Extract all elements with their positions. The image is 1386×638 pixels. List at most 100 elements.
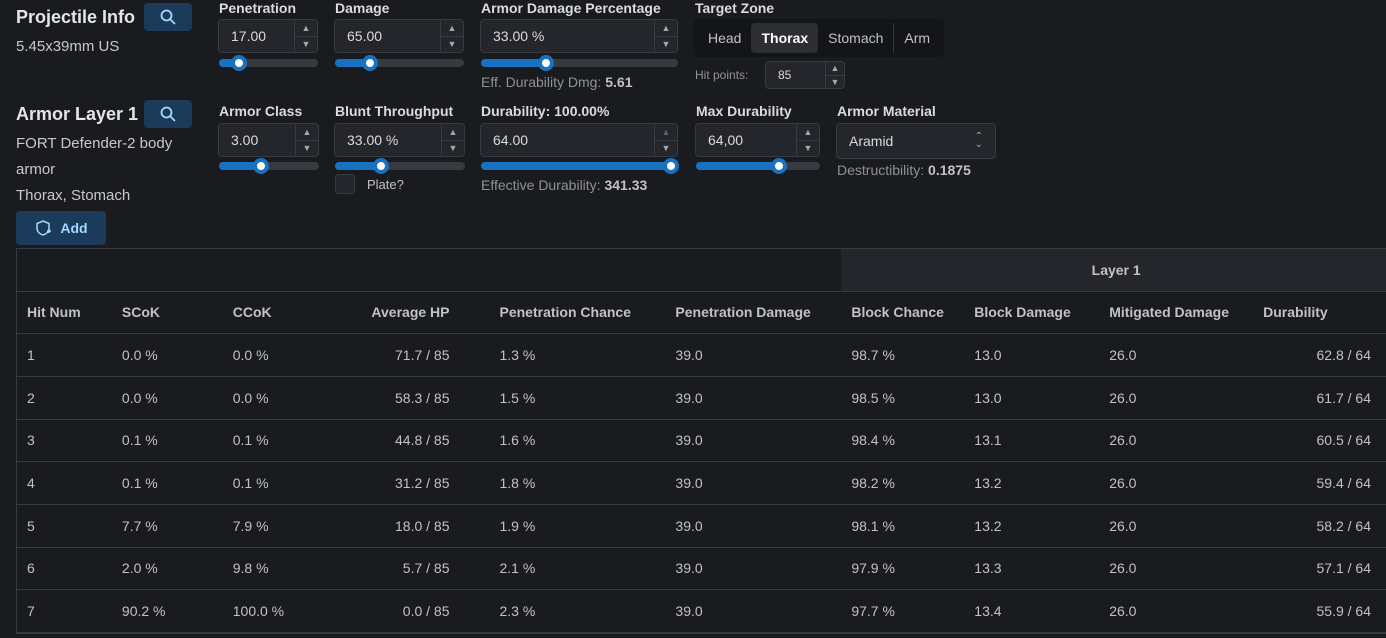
slider-thumb[interactable] bbox=[538, 55, 554, 71]
cell-block-damage: 13.3 bbox=[964, 547, 1100, 591]
chevron-up-icon[interactable]: ▲ bbox=[826, 62, 844, 76]
chevron-up-icon[interactable]: ▲ bbox=[655, 124, 677, 141]
target-zone-thorax[interactable]: Thorax bbox=[751, 23, 819, 53]
penetration-input[interactable]: 17.00 ▲ ▼ bbox=[218, 19, 318, 53]
cell-durability: 55.9 / 64 bbox=[1253, 589, 1386, 633]
chevron-up-icon[interactable]: ▲ bbox=[442, 124, 464, 141]
target-zone-label: Target Zone bbox=[695, 0, 775, 16]
effective-durability-value: 341.33 bbox=[604, 177, 648, 193]
col-scok[interactable]: SCoK bbox=[111, 291, 223, 335]
damage-slider[interactable] bbox=[335, 55, 464, 71]
durability-label-row: Durability: 100.00% bbox=[481, 103, 609, 119]
max-durability-label: Max Durability bbox=[696, 103, 792, 119]
col-hit-num[interactable]: Hit Num bbox=[17, 291, 112, 335]
cell-block-chance: 98.1 % bbox=[841, 504, 965, 548]
max-durability-value: 64,00 bbox=[708, 132, 744, 148]
destructibility-value: 0.1875 bbox=[928, 162, 971, 178]
damage-input[interactable]: 65.00 ▲ ▼ bbox=[334, 19, 464, 53]
col-penetration-chance[interactable]: Penetration Chance bbox=[489, 291, 666, 335]
hit-points-input[interactable]: 85 ▲ ▼ bbox=[765, 61, 845, 89]
target-zone-head[interactable]: Head bbox=[708, 30, 742, 46]
chevron-down-icon[interactable]: ▼ bbox=[830, 76, 840, 87]
table-row: 6 2.0 % 9.8 % 5.7 / 85 2.1 % 39.0 97.9 % 13.3 26… bbox=[17, 547, 1386, 591]
cell-penetration-chance: 1.6 % bbox=[489, 419, 666, 463]
armor-class-label: Armor Class bbox=[219, 103, 303, 119]
cell-penetration-damage: 39.0 bbox=[665, 589, 842, 633]
cell-ccok: 0.1 % bbox=[222, 419, 333, 463]
col-average-hp[interactable]: Average HP bbox=[332, 291, 490, 335]
cell-mitigated-damage: 26.0 bbox=[1099, 589, 1254, 633]
armor-search-button[interactable] bbox=[144, 100, 192, 128]
durability-input[interactable]: 64.00 ▲ ▼ bbox=[480, 123, 678, 157]
blunt-throughput-slider[interactable] bbox=[335, 158, 465, 174]
armor-damage-pct-input[interactable]: 33.00 % ▲ ▼ bbox=[480, 19, 678, 53]
target-zone-arm[interactable]: Arm bbox=[904, 30, 931, 46]
search-icon bbox=[160, 106, 176, 122]
damage-value: 65.00 bbox=[347, 28, 383, 44]
blunt-throughput-input[interactable]: 33.00 % ▲ ▼ bbox=[334, 123, 465, 157]
cell-penetration-chance: 1.9 % bbox=[489, 504, 666, 548]
plate-checkbox[interactable] bbox=[335, 174, 355, 194]
penetration-slider[interactable] bbox=[219, 55, 318, 71]
table-row: 3 0.1 % 0.1 % 44.8 / 85 1.6 % 39.0 98.4 % 13.1 2… bbox=[17, 419, 1386, 463]
chevron-down-icon[interactable]: ▼ bbox=[661, 39, 671, 50]
destructibility: Destructibility: 0.1875 bbox=[837, 162, 971, 178]
cell-scok: 7.7 % bbox=[111, 504, 223, 548]
shield-plus-icon bbox=[36, 220, 52, 236]
chevron-up-down-icon: ⌃ ⌄ bbox=[974, 131, 983, 150]
chevron-up-icon[interactable]: ▲ bbox=[655, 20, 677, 37]
chevron-down-icon[interactable]: ▼ bbox=[448, 143, 458, 154]
chevron-down-icon[interactable]: ▼ bbox=[803, 143, 813, 154]
hit-points-value: 85 bbox=[778, 68, 792, 82]
layer-group-header: Layer 1 bbox=[841, 249, 1386, 292]
col-penetration-damage[interactable]: Penetration Damage bbox=[665, 291, 842, 335]
armor-material-select[interactable]: Aramid ⌃ ⌄ bbox=[836, 123, 996, 159]
col-durability[interactable]: Durability bbox=[1253, 291, 1386, 335]
slider-thumb[interactable] bbox=[771, 158, 788, 174]
chevron-up-icon[interactable]: ▲ bbox=[295, 20, 317, 37]
add-layer-button[interactable]: Add bbox=[16, 211, 106, 245]
chevron-up-icon[interactable]: ▲ bbox=[797, 124, 819, 141]
col-mitigated-damage[interactable]: Mitigated Damage bbox=[1099, 291, 1254, 335]
col-block-chance[interactable]: Block Chance bbox=[841, 291, 965, 335]
cell-ccok: 0.0 % bbox=[222, 376, 333, 420]
armor-material-label: Armor Material bbox=[837, 103, 936, 119]
chevron-down-icon[interactable]: ▼ bbox=[301, 39, 311, 50]
cell-hit-num: 7 bbox=[17, 589, 112, 633]
cell-scok: 90.2 % bbox=[111, 589, 223, 633]
slider-thumb[interactable] bbox=[372, 158, 389, 174]
armor-damage-pct-slider[interactable] bbox=[481, 55, 678, 71]
eff-durability-dmg-value: 5.61 bbox=[605, 74, 633, 90]
armor-damage-pct-label: Armor Damage Percentage bbox=[481, 0, 661, 16]
eff-durability-dmg: Eff. Durability Dmg: 5.61 bbox=[481, 74, 632, 90]
col-ccok[interactable]: CCoK bbox=[222, 291, 333, 335]
damage-label: Damage bbox=[335, 0, 390, 16]
projectile-search-button[interactable] bbox=[144, 3, 192, 31]
chevron-down-icon[interactable]: ▼ bbox=[447, 39, 457, 50]
armor-class-input[interactable]: 3.00 ▲ ▼ bbox=[218, 123, 319, 157]
armor-damage-pct-value: 33.00 % bbox=[493, 28, 545, 44]
chevron-up-icon[interactable]: ▲ bbox=[441, 20, 463, 37]
cell-scok: 0.1 % bbox=[111, 419, 223, 463]
target-zone-stomach[interactable]: Stomach bbox=[828, 30, 884, 46]
chevron-down-icon[interactable]: ▼ bbox=[302, 143, 312, 154]
cell-block-chance: 98.5 % bbox=[841, 376, 965, 420]
max-durability-slider[interactable] bbox=[696, 158, 820, 174]
cell-ccok: 0.1 % bbox=[222, 461, 333, 505]
chevron-up-icon[interactable]: ▲ bbox=[296, 124, 318, 141]
chevron-down-icon[interactable]: ▼ bbox=[661, 143, 671, 154]
slider-thumb[interactable] bbox=[663, 158, 679, 174]
cell-mitigated-damage: 26.0 bbox=[1099, 419, 1254, 463]
cell-ccok: 9.8 % bbox=[222, 547, 333, 591]
durability-slider[interactable] bbox=[481, 158, 679, 174]
max-durability-input[interactable]: 64,00 ▲ ▼ bbox=[695, 123, 820, 157]
ammo-name: 5.45x39mm US bbox=[16, 38, 120, 55]
col-block-damage[interactable]: Block Damage bbox=[964, 291, 1100, 335]
armor-class-slider[interactable] bbox=[219, 158, 319, 174]
slider-thumb[interactable] bbox=[253, 158, 269, 174]
results-table: Layer 1 Hit Num SCoK CCoK Average HP Pen… bbox=[17, 249, 1386, 633]
slider-thumb[interactable] bbox=[230, 55, 247, 71]
slider-thumb[interactable] bbox=[361, 55, 378, 71]
cell-mitigated-damage: 26.0 bbox=[1099, 504, 1254, 548]
cell-penetration-damage: 39.0 bbox=[665, 376, 842, 420]
